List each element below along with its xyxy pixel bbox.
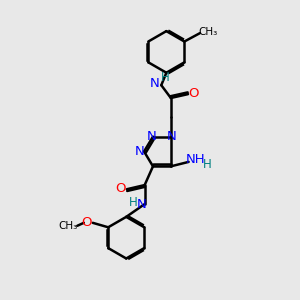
Text: CH₃: CH₃: [199, 27, 218, 37]
Text: N: N: [147, 130, 157, 142]
Text: O: O: [116, 182, 126, 195]
Text: H: H: [160, 71, 169, 84]
Text: CH₃: CH₃: [59, 221, 78, 231]
Text: O: O: [188, 87, 199, 100]
Text: N: N: [137, 198, 147, 211]
Text: N: N: [150, 77, 160, 90]
Text: H: H: [129, 196, 138, 209]
Text: N: N: [134, 145, 144, 158]
Text: O: O: [82, 216, 92, 229]
Text: H: H: [203, 158, 212, 171]
Text: NH: NH: [185, 153, 205, 166]
Text: N: N: [167, 130, 177, 142]
